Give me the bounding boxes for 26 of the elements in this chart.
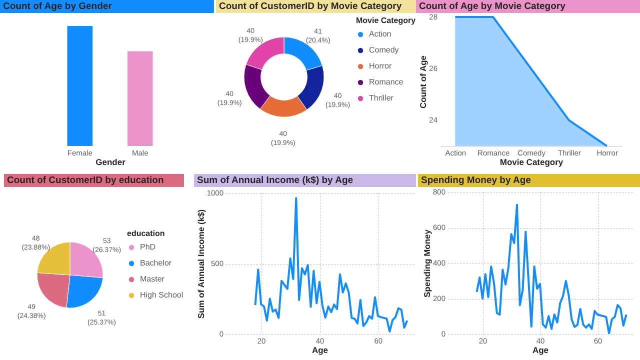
legend-label: Comedy bbox=[369, 46, 399, 54]
chart-title: Count of CustomerID by Movie Category bbox=[216, 0, 416, 13]
chart-title: Sum of Annual Income (k$) by Age bbox=[194, 174, 416, 187]
legend-label: Horror bbox=[369, 62, 392, 70]
chart-title: Count of Age by Movie Category bbox=[416, 0, 640, 13]
chart-title: Spending Money by Age bbox=[418, 174, 640, 187]
line-series bbox=[254, 197, 408, 332]
legend-title: Movie Category bbox=[356, 16, 416, 25]
legend-label: Master bbox=[140, 274, 165, 284]
x-axis-title: Age bbox=[532, 345, 549, 355]
x-axis-title: Movie Category bbox=[500, 157, 564, 167]
legend-label: Romance bbox=[369, 78, 404, 86]
y-axis-title: Spending Money bbox=[422, 229, 432, 298]
legend-label: PhD bbox=[140, 242, 156, 252]
legend-label: Bachelor bbox=[140, 258, 172, 268]
y-axis-title: Count of Age bbox=[418, 55, 428, 109]
legend-title: education bbox=[127, 229, 165, 238]
legend-label: Thriller bbox=[369, 94, 394, 102]
x-axis-title: Age bbox=[312, 345, 328, 355]
chart-title: Count of CustomerID by education bbox=[4, 174, 184, 187]
legend-label: Action bbox=[369, 30, 392, 38]
chart-title: Count of Age by Gender bbox=[0, 0, 214, 13]
line-series bbox=[476, 204, 628, 334]
legend-label: High School bbox=[140, 290, 184, 300]
y-axis-title: Sum of Annual Income (k$) bbox=[196, 209, 206, 319]
x-axis-title: Gender bbox=[96, 157, 126, 167]
